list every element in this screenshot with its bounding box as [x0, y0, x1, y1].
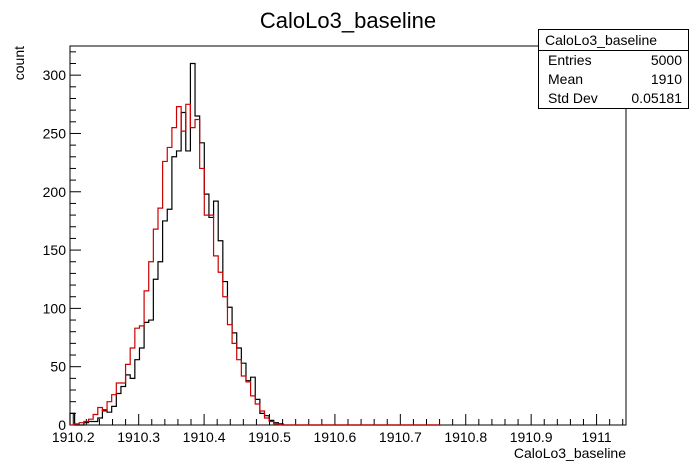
- y-tick-label: 100: [43, 300, 67, 316]
- stats-stddev-value: 0.05181: [631, 90, 682, 106]
- y-axis-label: count: [11, 46, 27, 80]
- x-tick-label: 1910.7: [379, 429, 422, 445]
- stats-stddev-row: Std Dev 0.05181: [539, 89, 688, 108]
- stats-entries-row: Entries 5000: [539, 51, 688, 70]
- histogram-series-fit: [70, 103, 441, 426]
- y-tick-label: 200: [43, 184, 67, 200]
- x-tick-label: 1910.6: [314, 429, 357, 445]
- x-tick-label: 1910.5: [248, 429, 291, 445]
- x-tick-label: 1910.2: [52, 429, 95, 445]
- y-tick-label: 300: [43, 67, 67, 83]
- y-tick-label: 250: [43, 125, 67, 141]
- x-tick-label: 1910.4: [183, 429, 226, 445]
- x-axis-label: CaloLo3_baseline: [514, 445, 626, 461]
- stats-mean-label: Mean: [548, 71, 584, 87]
- stats-entries-label: Entries: [548, 52, 592, 68]
- stats-stddev-label: Std Dev: [548, 90, 598, 106]
- chart-title: CaloLo3_baseline: [260, 8, 436, 33]
- x-tick-label: 1910.9: [510, 429, 553, 445]
- x-tick-label: 1910.3: [117, 429, 160, 445]
- y-tick-label: 0: [58, 417, 66, 433]
- stats-entries-value: 5000: [650, 52, 682, 68]
- y-tick-label: 150: [43, 242, 67, 258]
- stats-box-title: CaloLo3_baseline: [539, 30, 688, 51]
- x-tick-label: 1911: [582, 429, 612, 445]
- x-tick-label: 1910.8: [444, 429, 487, 445]
- stats-mean-value: 1910: [650, 71, 682, 87]
- stats-mean-row: Mean 1910: [539, 70, 688, 89]
- y-tick-label: 50: [50, 359, 66, 375]
- stats-box: CaloLo3_baseline Entries 5000 Mean 1910 …: [538, 29, 689, 109]
